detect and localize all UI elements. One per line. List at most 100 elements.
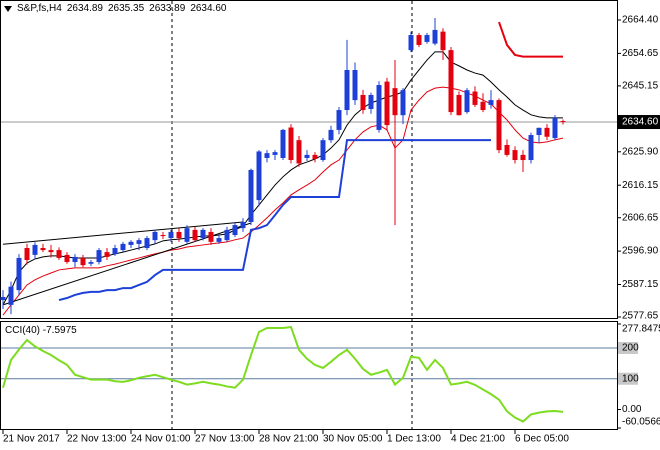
candle-body (344, 69, 350, 111)
candle-body (256, 151, 262, 201)
y-tick-label: 2616.15 (622, 180, 659, 191)
candle-body (144, 238, 150, 249)
candle-body (160, 235, 166, 237)
candle-body (264, 153, 270, 158)
candle-body (136, 240, 142, 244)
candle-body (184, 228, 190, 242)
indicator-line (2, 86, 564, 316)
candle-body (384, 81, 390, 126)
candle-body (64, 254, 70, 263)
candle-body (456, 94, 462, 116)
price-panel (0, 0, 618, 319)
candle-body (416, 35, 422, 45)
candle-body (104, 252, 110, 257)
candle-body (432, 29, 438, 44)
symbol: S&P,fs,H4 (17, 3, 62, 14)
candle-body (288, 127, 294, 161)
candle-body (16, 257, 22, 291)
candle-body (296, 140, 302, 164)
x-tick-label: 24 Nov 01:00 (131, 434, 191, 445)
header-high: 2635.35 (108, 3, 145, 14)
candle-body (8, 286, 14, 305)
x-tick-label: 6 Dec 05:00 (515, 434, 569, 445)
indicator-line (498, 21, 563, 58)
candle-body (120, 243, 126, 251)
candle-body (304, 154, 310, 158)
candle-body (112, 248, 118, 255)
candle-body (240, 221, 246, 229)
candle-body (352, 69, 358, 101)
candle-body (24, 248, 30, 261)
y-tick-label: 277.8475 (622, 324, 660, 335)
chart-header: S&P,fs,H4 2634.89 2635.35 2633.89 2634.6… (4, 3, 226, 14)
y-tick-label: 2596.90 (622, 246, 659, 257)
candle-body (392, 88, 398, 116)
candle-body (80, 257, 86, 266)
candle-body (96, 250, 102, 263)
candle-body (272, 152, 278, 155)
candle-body (248, 169, 254, 222)
x-tick-label: 27 Nov 13:00 (195, 434, 255, 445)
candle-body (560, 121, 566, 123)
current-price-box (618, 115, 660, 130)
level-label-box (618, 341, 638, 354)
indicator-title: CCI(40) -7.5975 (5, 325, 77, 336)
candle-body (168, 231, 174, 239)
candle-body (464, 90, 470, 113)
candle-body (312, 154, 318, 159)
indicator-panel (0, 321, 618, 430)
y-tick-label: -60.0566 (622, 417, 660, 428)
candle-body (408, 35, 414, 51)
header-open: 2634.89 (66, 3, 103, 14)
x-tick-label: 28 Nov 21:00 (259, 434, 319, 445)
cci-line (2, 325, 564, 423)
candle-body (200, 229, 206, 239)
candle-body (376, 85, 382, 130)
candle-body (128, 241, 134, 245)
candle-body (448, 50, 454, 113)
x-tick-label: 21 Nov 2017 (3, 434, 60, 445)
y-tick-label: 2606.65 (622, 212, 659, 223)
header-icon (4, 5, 12, 12)
candle-body (280, 129, 286, 158)
candle-body (440, 31, 446, 51)
lines-layer (2, 21, 564, 423)
candle-body (504, 144, 510, 155)
candle-body (152, 231, 158, 241)
axis-layer: 2664.40 2654.65 2645.15 2625.90 2616.15 2606.… (2, 15, 660, 445)
indicator-line (2, 51, 563, 306)
x-tick-label: 30 Nov 05:00 (323, 434, 383, 445)
candle-body (88, 262, 94, 264)
candle-body (520, 154, 526, 161)
x-tick-label: 4 Dec 21:00 (451, 434, 505, 445)
candle-body (192, 229, 198, 241)
candle-body (72, 256, 78, 263)
y-tick-label: 2587.15 (622, 279, 659, 290)
candle-body (552, 117, 558, 139)
grid-layer (1, 121, 617, 380)
candle-body (544, 127, 550, 137)
candle-body (48, 250, 54, 253)
candle-body (216, 238, 222, 242)
candle-body (224, 229, 230, 241)
candle-body (480, 101, 486, 111)
candle-body (424, 35, 430, 42)
candle-body (232, 225, 238, 236)
candle-body (360, 94, 366, 111)
trendline (2, 222, 252, 306)
level-label-box (618, 372, 638, 385)
indicator-line (58, 139, 491, 302)
header-low: 2633.89 (149, 3, 186, 14)
current-price-label: 2634.60 (622, 117, 659, 128)
candle-body (328, 129, 334, 141)
candle-body (512, 150, 518, 161)
trendline (2, 221, 244, 245)
y-tick-label: 200 (622, 343, 639, 354)
candle-body (496, 100, 502, 151)
candle-body (176, 231, 182, 239)
y-tick-label: 2625.90 (622, 146, 659, 157)
y-tick-label: 2577.65 (622, 311, 659, 322)
candle-body (536, 127, 542, 136)
